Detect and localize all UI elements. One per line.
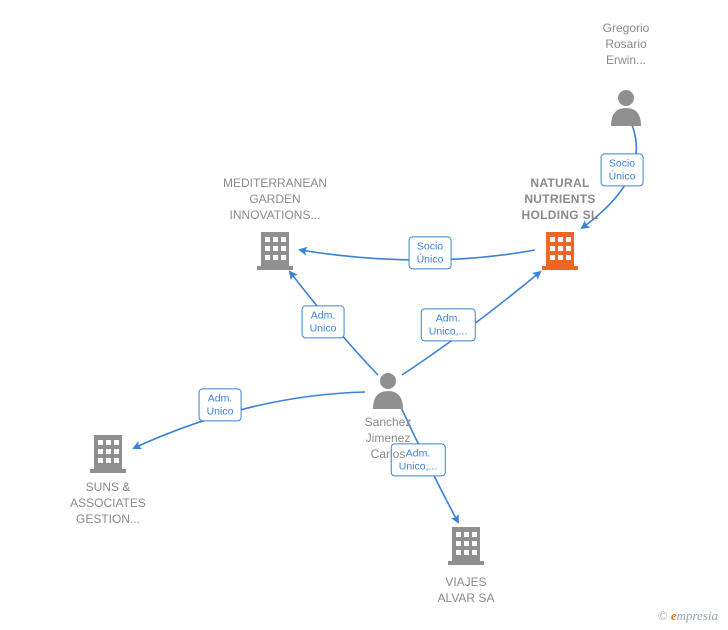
node-gregorio[interactable]: Gregorio Rosario Erwin... xyxy=(556,20,696,73)
node-label-med: MEDITERRANEAN GARDEN INNOVATIONS... xyxy=(205,175,345,224)
edge-label-sanchez-suns: Adm. Unico xyxy=(199,388,242,421)
person-icon-sanchez[interactable] xyxy=(373,373,403,409)
node-label-suns: SUNS & ASSOCIATES GESTION... xyxy=(38,479,178,528)
copyright-rest: mpresia xyxy=(677,608,718,623)
copyright-symbol: © xyxy=(658,608,668,623)
edge-label-sanchez-natural: Adm. Unico,... xyxy=(421,308,476,341)
node-natural[interactable]: NATURAL NUTRIENTS HOLDING SL xyxy=(490,175,630,228)
node-suns[interactable]: SUNS & ASSOCIATES GESTION... xyxy=(38,475,178,528)
company-icon-viajes[interactable] xyxy=(448,527,484,565)
person-icon-gregorio[interactable] xyxy=(611,90,641,126)
edge-label-natural-med: Socio Único xyxy=(409,236,452,269)
copyright: © empresia xyxy=(658,608,718,624)
node-med[interactable]: MEDITERRANEAN GARDEN INNOVATIONS... xyxy=(205,175,345,228)
node-label-gregorio: Gregorio Rosario Erwin... xyxy=(556,20,696,69)
company-icon-natural[interactable] xyxy=(542,232,578,270)
company-icon-med[interactable] xyxy=(257,232,293,270)
node-viajes[interactable]: VIAJES ALVAR SA xyxy=(396,570,536,606)
company-icon-suns[interactable] xyxy=(90,435,126,473)
edge-label-sanchez-med: Adm. Unico xyxy=(302,305,345,338)
node-label-sanchez: Sanchez Jimenez Carlos xyxy=(318,414,458,463)
node-label-natural: NATURAL NUTRIENTS HOLDING SL xyxy=(490,175,630,224)
diagram-canvas xyxy=(0,0,728,630)
node-sanchez[interactable]: Sanchez Jimenez Carlos xyxy=(318,410,458,463)
node-label-viajes: VIAJES ALVAR SA xyxy=(396,574,536,606)
